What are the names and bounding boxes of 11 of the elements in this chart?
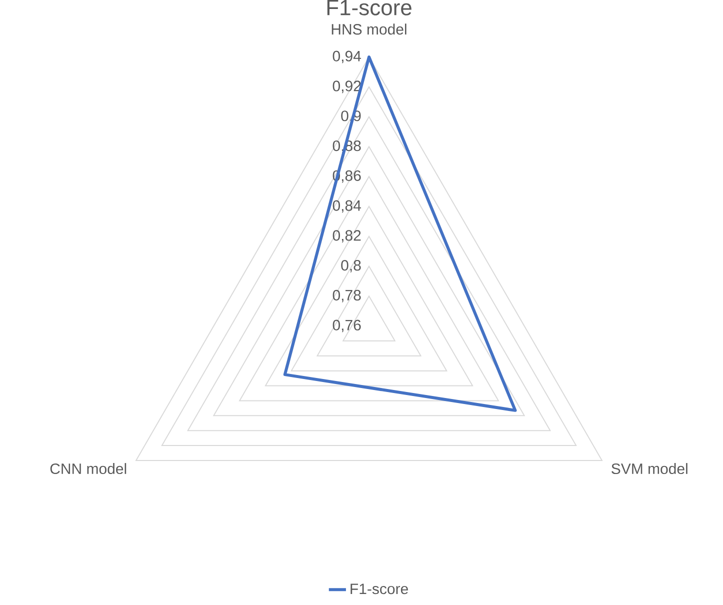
y-tick-label: 0,82 <box>332 230 361 243</box>
chart-title: F1-score <box>327 0 412 16</box>
spoke-label: HNS model <box>332 24 406 35</box>
y-tick-label: 0,78 <box>332 290 361 302</box>
y-tick-label: 0,76 <box>332 320 361 332</box>
spoke-label: SVM model <box>612 463 688 474</box>
y-tick-label: 0,84 <box>332 200 361 213</box>
y-tick-label: 0,8 <box>341 260 361 272</box>
y-tick-label: 0,94 <box>332 50 361 64</box>
spoke-label: CNN model <box>50 463 126 474</box>
legend-label: F1-score <box>350 584 408 594</box>
